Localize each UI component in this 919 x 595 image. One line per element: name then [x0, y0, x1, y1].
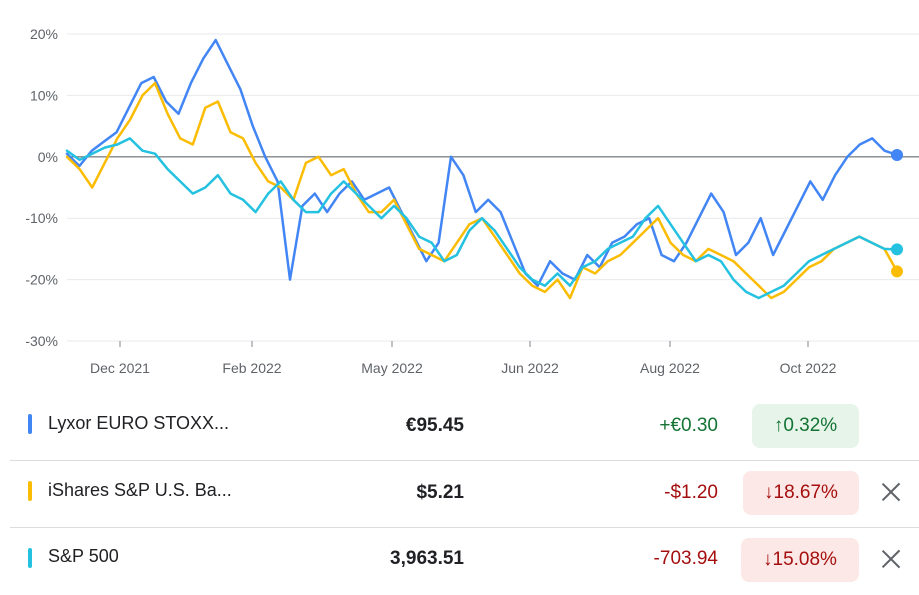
arrow-up-icon: ↑ — [773, 415, 784, 436]
series-color-indicator — [28, 548, 32, 568]
row-divider — [10, 460, 919, 461]
y-tick-label: -10% — [25, 210, 58, 226]
y-tick-label: 0% — [38, 149, 58, 165]
security-name: S&P 500 — [48, 546, 119, 566]
security-name: iShares S&P U.S. Ba... — [48, 480, 232, 500]
list-item[interactable]: iShares S&P U.S. Ba... $5.21 -$1.20 ↓ 18… — [0, 457, 919, 524]
row-divider — [10, 527, 919, 528]
y-tick-label: -30% — [25, 333, 58, 349]
series-line — [65, 38, 899, 287]
arrow-down-icon: ↓ — [763, 549, 773, 570]
comparison-line-chart: 20% 10% 0% -10% -20% -30% Dec 2021 Feb 2022 May … — [25, 26, 919, 376]
arrow-down-icon: ↓ — [764, 482, 774, 503]
x-tick-label: May 2022 — [361, 360, 423, 376]
security-name: Lyxor EURO STOXX... — [48, 413, 230, 433]
percent-change-value: 18.67% — [773, 482, 838, 503]
x-tick-label: Jun 2022 — [501, 360, 559, 376]
y-tick-label: -20% — [25, 272, 58, 288]
security-price: 3,963.51 — [390, 548, 464, 569]
list-item[interactable]: Lyxor EURO STOXX... €95.45 +€0.30 ↑ 0.32… — [0, 390, 919, 457]
series-color-indicator — [28, 481, 32, 501]
series-end-point — [891, 148, 903, 161]
price-change: +€0.30 — [659, 415, 718, 436]
x-tick-label: Dec 2021 — [90, 360, 150, 376]
series-line — [65, 137, 899, 300]
y-tick-label: 20% — [30, 26, 58, 42]
list-item[interactable]: S&P 500 3,963.51 -703.94 ↓ 15.08% — [0, 524, 919, 591]
series-line — [65, 81, 899, 300]
comparison-list: Lyxor EURO STOXX... €95.45 +€0.30 ↑ 0.32… — [0, 390, 919, 591]
x-tick-label: Aug 2022 — [640, 360, 700, 376]
percent-change-value: 0.32% — [783, 415, 838, 436]
y-tick-label: 10% — [30, 87, 58, 103]
security-price: $5.21 — [416, 482, 464, 503]
percent-change-value: 15.08% — [772, 549, 837, 570]
security-price: €95.45 — [405, 415, 464, 436]
series-color-indicator — [28, 414, 32, 434]
percent-change-badge: ↓ 15.08% — [741, 538, 859, 582]
x-tick-label: Feb 2022 — [222, 360, 281, 376]
percent-change-badge: ↓ 18.67% — [743, 471, 859, 515]
remove-comparison-button[interactable] — [880, 481, 902, 503]
remove-comparison-button[interactable] — [880, 548, 902, 570]
series-end-point — [891, 265, 903, 278]
percent-change-badge: ↑ 0.32% — [752, 404, 859, 448]
price-change: -703.94 — [653, 548, 718, 569]
x-tick-label: Oct 2022 — [780, 360, 837, 376]
series-end-point — [891, 243, 903, 256]
price-change: -$1.20 — [664, 482, 718, 503]
